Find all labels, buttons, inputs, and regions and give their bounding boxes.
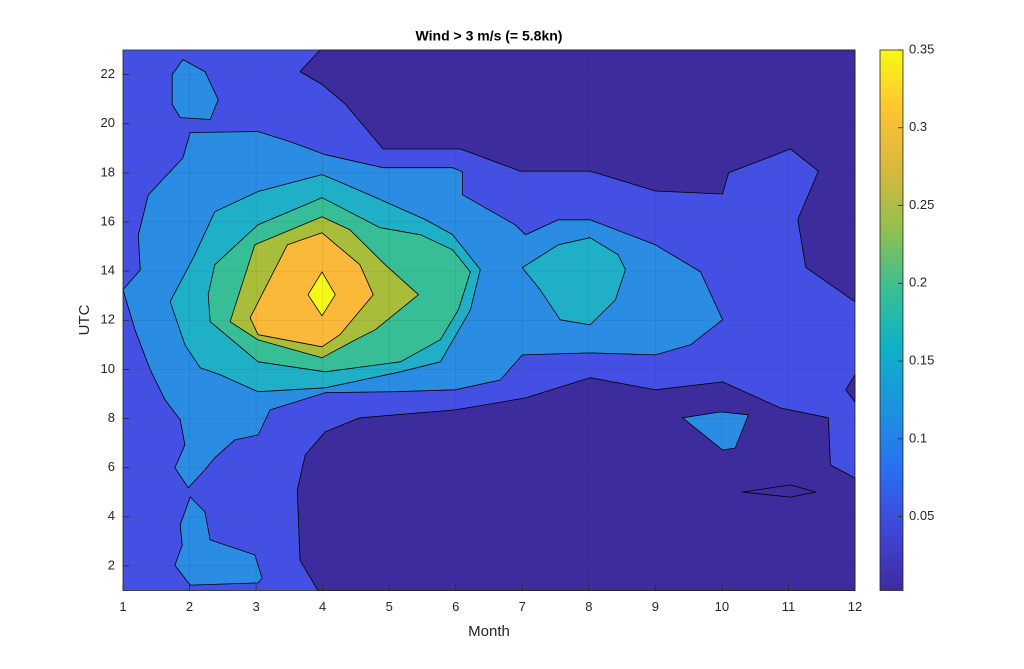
x-axis-label: Month [468,623,510,640]
x-tick-label: 3 [252,599,259,614]
y-tick-label: 12 [101,312,115,327]
contour-region [742,484,817,498]
x-tick-label: 12 [848,599,862,614]
colorbar-tick-label: 0.2 [909,275,927,290]
colorbar-tick-label: 0.25 [909,197,934,212]
y-tick-label: 6 [108,459,115,474]
colorbar-tick-label: 0.05 [909,508,934,523]
plot-frame [122,49,856,591]
contour-region [174,496,263,586]
colorbar-tick-label: 0.3 [909,119,927,134]
y-tick-label: 2 [108,557,115,572]
y-tick-label: 18 [101,164,115,179]
contour-region [171,59,219,120]
colorbar-tick-label: 0.35 [909,41,934,56]
colorbar-tick-label: 0.15 [909,353,934,368]
x-tick-label: 9 [652,599,659,614]
y-axis-label: UTC [76,304,93,335]
contour-region [521,237,626,326]
y-tick-label: 14 [101,263,115,278]
x-tick-label: 2 [186,599,193,614]
x-tick-label: 4 [319,599,326,614]
x-tick-label: 11 [782,599,796,614]
colorbar [879,49,904,591]
x-tick-label: 1 [119,599,126,614]
x-tick-label: 10 [715,599,729,614]
contour-region [307,271,336,317]
y-tick-label: 16 [101,213,115,228]
y-tick-label: 8 [108,410,115,425]
contour-region [682,411,749,451]
y-tick-label: 10 [101,361,115,376]
x-tick-label: 8 [585,599,592,614]
y-tick-label: 4 [108,508,115,523]
y-tick-label: 20 [101,115,115,130]
x-tick-label: 7 [519,599,526,614]
chart-title: Wind > 3 m/s (= 5.8kn) [416,28,563,44]
x-tick-label: 6 [452,599,459,614]
x-tick-label: 5 [386,599,393,614]
y-tick-label: 22 [101,66,115,81]
contour-region [299,49,856,303]
colorbar-tick-label: 0.1 [909,430,927,445]
